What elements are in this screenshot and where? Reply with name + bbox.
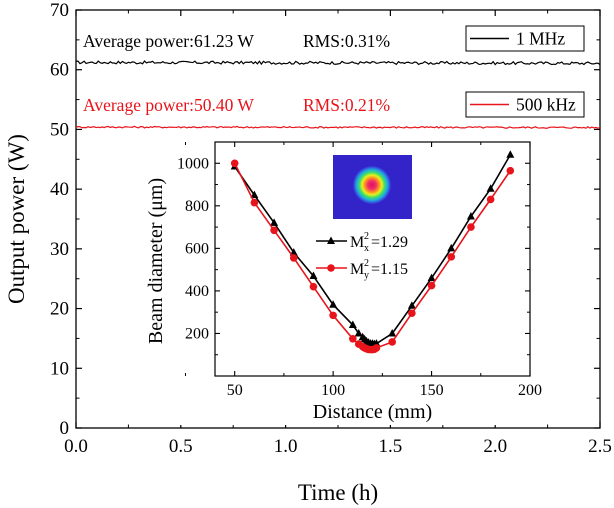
inset-legend-marker [327, 236, 335, 244]
inset-y-tick-label: 600 [185, 240, 209, 257]
inset-marker-circle [427, 281, 436, 290]
inset-marker-triangle [486, 184, 495, 192]
x-axis-label: Time (h) [298, 480, 378, 505]
y-tick-label: 0 [60, 418, 70, 439]
inset-y-tick-label: 400 [185, 283, 209, 300]
inset-marker-triangle [270, 218, 279, 226]
inset-marker-triangle [348, 320, 357, 328]
inset-legend-value: =1.15 [371, 261, 408, 278]
inset-x-tick-label: 100 [321, 382, 345, 399]
x-tick-label: 2.0 [483, 436, 507, 457]
x-tick-label: 2.5 [588, 436, 612, 457]
average-power-text: Average power:50.40 W [83, 95, 254, 115]
inset-x-tick-label: 200 [518, 382, 542, 399]
rms-text: RMS:0.31% [303, 31, 390, 51]
y-tick-label: 50 [50, 119, 69, 140]
inset-marker-triangle [466, 211, 475, 220]
inset-marker-circle [447, 253, 456, 261]
inset-marker-circle [467, 223, 475, 231]
y-tick-label: 60 [50, 60, 69, 81]
inset-marker-triangle [309, 271, 318, 280]
inset-marker-circle [486, 195, 495, 204]
inset-y-tick-label: 200 [185, 325, 209, 342]
inset-marker-triangle [427, 273, 436, 282]
y-axis-label: Output power (W) [4, 134, 29, 304]
inset-marker-circle [329, 311, 337, 320]
inset-marker-circle [349, 334, 357, 343]
inset-marker-circle [372, 344, 381, 352]
inset-chart: 50 100 150 200 200 400 600 800 1000 Distance (mm)… [140, 140, 542, 425]
series-line-0 [75, 60, 601, 66]
legend-label: 1 MHz [516, 29, 565, 49]
inset-marker-triangle [388, 328, 397, 337]
inset-plot-frame [214, 141, 531, 377]
inset-marker-circle [309, 282, 318, 291]
inset-legend-sup: 2 [364, 231, 369, 242]
inset-y-tick-label: 800 [185, 198, 209, 215]
inset-x-axis-label: Distance (mm) [313, 401, 432, 423]
inset-legend-value: =1.29 [371, 234, 408, 251]
series-line-1 [75, 125, 601, 129]
x-tick-label: 0.0 [64, 436, 88, 457]
inset-x-tick-label: 150 [420, 382, 444, 399]
inset-marker-triangle [250, 190, 259, 199]
inset-legend-sub: y [364, 270, 369, 281]
average-power-text: Average power:61.23 W [83, 31, 254, 51]
legend-label: 500 kHz [516, 95, 576, 115]
inset-marker-circle [388, 338, 396, 346]
inset-marker-circle [270, 226, 278, 235]
inset-marker-triangle [407, 301, 416, 309]
inset-y-tick-label: 1000 [177, 155, 209, 172]
inset-marker-triangle [447, 243, 456, 252]
inset-marker-triangle [329, 300, 338, 308]
inset-marker-triangle [506, 150, 515, 158]
y-tick-label: 70 [50, 0, 69, 21]
beam-profile-spot [353, 166, 391, 204]
inset-marker-triangle [354, 328, 363, 337]
inset-legend-M: M [350, 234, 364, 251]
y-tick-label: 40 [50, 179, 69, 200]
inset-legend-M: M [350, 261, 364, 278]
inset-marker-circle [506, 166, 515, 175]
inset-marker-circle [230, 159, 239, 168]
inset-legend-marker [327, 264, 335, 272]
inset-legend-sub: x [364, 243, 369, 254]
inset-marker-circle [289, 254, 298, 262]
x-tick-label: 1.0 [274, 436, 298, 457]
x-tick-label: 1.5 [379, 436, 403, 457]
main-chart: 0.0 0.5 1.0 1.5 2.0 2.5 0 10 20 30 40 50 60 70 Time (h… [4, 0, 612, 505]
inset-x-tick-label: 50 [227, 382, 243, 399]
inset-y-axis-label: Beam diameter (μm) [145, 178, 167, 344]
y-tick-label: 20 [50, 299, 69, 320]
y-tick-label: 10 [50, 358, 69, 379]
y-tick-label: 30 [50, 239, 69, 260]
inset-legend-sup: 2 [364, 258, 369, 269]
rms-text: RMS:0.21% [303, 95, 390, 115]
inset-marker-circle [250, 198, 259, 207]
inset-marker-circle [408, 309, 416, 318]
x-tick-label: 0.5 [169, 436, 193, 457]
